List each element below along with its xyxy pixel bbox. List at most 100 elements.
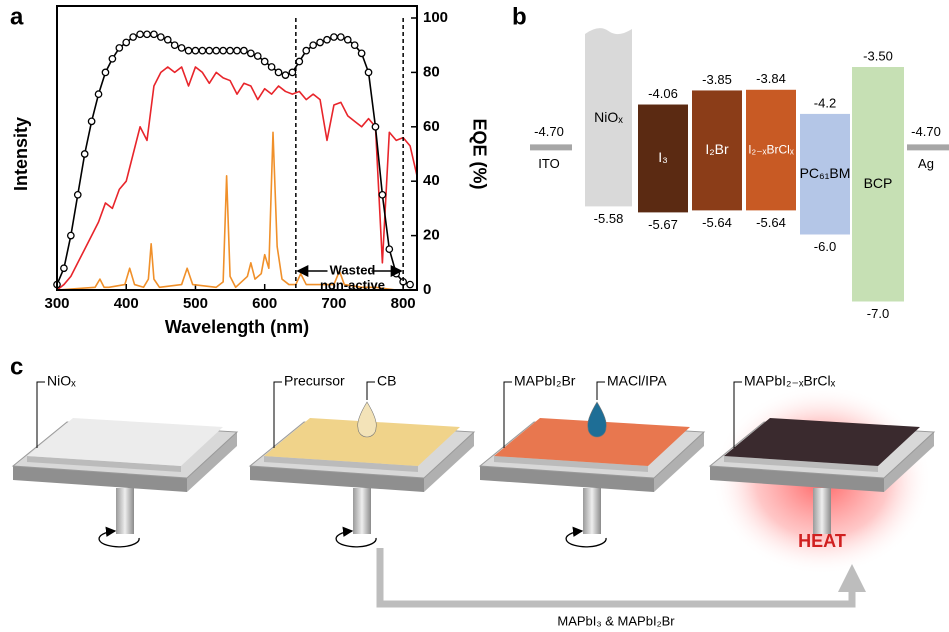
electrode-label: ITO bbox=[538, 156, 559, 171]
data-point bbox=[406, 280, 414, 289]
data-point bbox=[253, 52, 262, 60]
data-point bbox=[274, 68, 283, 77]
substrate-side bbox=[187, 432, 237, 492]
data-point bbox=[226, 46, 234, 55]
step-label: NiOₓ bbox=[47, 373, 76, 389]
energy-label: -4.2 bbox=[814, 95, 836, 110]
data-point bbox=[302, 46, 311, 55]
data-point bbox=[246, 49, 255, 58]
substrate-side bbox=[884, 432, 934, 492]
leader-line bbox=[733, 381, 742, 448]
energy-level bbox=[852, 67, 904, 302]
x-tick-label: 800 bbox=[391, 295, 416, 312]
leader-line bbox=[36, 381, 45, 448]
data-point bbox=[323, 35, 331, 44]
y2-axis-label: EQE (%) bbox=[469, 118, 489, 189]
data-point bbox=[260, 57, 269, 66]
step-label: MAPbI₂₋ₓBrClₓ bbox=[744, 373, 836, 389]
data-point bbox=[108, 54, 117, 63]
spin-stem bbox=[116, 488, 134, 534]
data-point bbox=[150, 30, 158, 39]
y2-tick-label: 0 bbox=[423, 281, 431, 298]
energy-label: -5.64 bbox=[702, 215, 732, 230]
film bbox=[27, 418, 223, 466]
x-tick-label: 600 bbox=[252, 295, 277, 312]
series-line bbox=[56, 131, 417, 291]
arrow-label: MAPbI₃ & MAPbI₂Br bbox=[557, 613, 675, 628]
layer-label: I₂₋ₓBrClₓ bbox=[748, 142, 794, 156]
annotation: Wasted bbox=[330, 262, 376, 277]
data-point bbox=[156, 33, 165, 41]
energy-level bbox=[746, 89, 796, 211]
leader-line bbox=[503, 381, 512, 448]
energy-label: -6.0 bbox=[814, 239, 836, 254]
data-point bbox=[267, 63, 276, 71]
energy-level bbox=[638, 104, 688, 213]
data-point bbox=[205, 46, 214, 55]
data-point bbox=[233, 46, 241, 55]
data-point bbox=[94, 90, 103, 99]
energy-level bbox=[800, 113, 850, 235]
substrate-side bbox=[480, 466, 654, 492]
data-point bbox=[122, 38, 131, 47]
substrate-side bbox=[654, 432, 704, 492]
panel-label: a bbox=[10, 3, 24, 30]
substrate-side bbox=[424, 432, 474, 492]
data-point bbox=[87, 117, 96, 126]
data-point bbox=[219, 46, 228, 55]
data-point bbox=[330, 33, 338, 41]
film bbox=[724, 418, 920, 466]
substrate-side bbox=[13, 466, 187, 492]
data-point bbox=[295, 57, 304, 66]
data-point bbox=[129, 33, 138, 41]
film-side bbox=[724, 456, 878, 472]
leader-line bbox=[596, 381, 605, 400]
data-point bbox=[136, 30, 144, 39]
spin-stem bbox=[583, 488, 601, 534]
rotation-arrow bbox=[565, 526, 607, 548]
data-point bbox=[184, 46, 193, 55]
annotation: non-active bbox=[320, 277, 385, 292]
energy-label: -3.84 bbox=[756, 71, 786, 86]
data-point bbox=[177, 44, 186, 52]
energy-label: -4.70 bbox=[534, 124, 564, 139]
energy-label: -5.64 bbox=[756, 215, 786, 230]
panel-label: c bbox=[10, 353, 23, 380]
electrode-label: Ag bbox=[918, 156, 934, 171]
energy-label: -3.85 bbox=[702, 72, 732, 87]
data-point bbox=[385, 245, 394, 254]
data-point bbox=[198, 46, 207, 55]
y2-tick-label: 40 bbox=[423, 172, 440, 189]
data-point bbox=[80, 150, 89, 158]
y2-tick-label: 100 bbox=[423, 9, 448, 26]
data-point bbox=[357, 49, 366, 58]
data-point bbox=[309, 41, 318, 50]
leader-line bbox=[273, 381, 282, 448]
data-point bbox=[343, 35, 352, 44]
panel-label: b bbox=[512, 3, 527, 30]
rotation-arrow bbox=[335, 526, 377, 548]
film-side bbox=[27, 456, 181, 472]
layer-label: I₃ bbox=[658, 149, 668, 165]
film bbox=[264, 418, 460, 466]
data-point bbox=[170, 41, 179, 50]
data-point bbox=[115, 44, 124, 52]
energy-label: -4.06 bbox=[648, 86, 678, 101]
rotation-arrow bbox=[98, 526, 140, 548]
y-axis-label: Intensity bbox=[11, 117, 31, 191]
film-side bbox=[264, 456, 418, 472]
data-point bbox=[73, 190, 82, 199]
data-point bbox=[212, 46, 221, 55]
energy-label: -7.0 bbox=[867, 306, 889, 321]
y2-tick-label: 60 bbox=[423, 118, 440, 135]
energy-label: -3.50 bbox=[863, 48, 893, 63]
data-point bbox=[281, 71, 290, 79]
film bbox=[494, 418, 690, 466]
step-label: MAPbI₂Br bbox=[514, 373, 576, 389]
y2-tick-label: 80 bbox=[423, 63, 440, 80]
layer-label: I₂Br bbox=[705, 141, 729, 157]
layer-label: NiOₓ bbox=[594, 109, 623, 125]
data-point bbox=[66, 231, 75, 240]
